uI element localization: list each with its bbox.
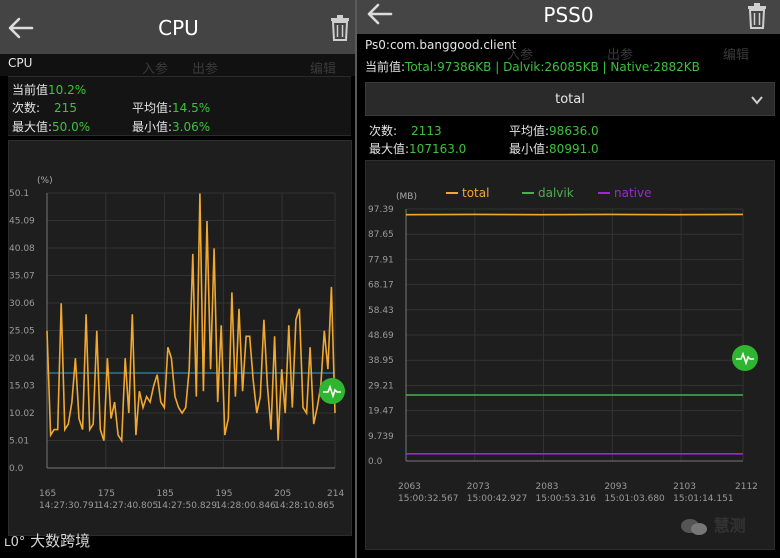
y-tick-label: 10.02	[9, 409, 35, 419]
y-tick-label: 19.47	[368, 407, 394, 417]
x-tick-time: 15:01:14.151	[673, 494, 733, 504]
max-stat: 最大值:50.0%	[12, 120, 91, 134]
ghost-tab-output: 出参	[192, 62, 219, 77]
x-tick-time: 14:28:00.846	[215, 501, 276, 511]
pss-chart[interactable]: (MB) 97.39 87.65 77.91 68.17 58.43 48.69 38.95 2…	[365, 160, 775, 550]
trash-icon[interactable]	[746, 2, 768, 30]
back-arrow-icon[interactable]	[6, 14, 36, 42]
average-stat: 平均值:14.5%	[132, 101, 211, 115]
x-tick-label: 2112	[735, 482, 758, 492]
y-tick-label: 50.1	[9, 189, 29, 199]
x-tick-label: 185	[157, 489, 174, 499]
count-stat: 次数: 2113	[369, 124, 442, 138]
min-stat: 最小值:3.06%	[132, 120, 211, 134]
series-select-value: total	[555, 92, 585, 107]
pss-line-chart: (MB)97.39 87.65 77.91 68.17 58.43 48.69 38.95 2…	[368, 186, 758, 504]
ghost-tab-edit: 编辑	[310, 62, 337, 77]
pulse-icon	[323, 384, 341, 399]
y-tick-label: 30.06	[9, 299, 35, 309]
x-tick-time: 14:27:50.829	[157, 501, 218, 511]
trash-icon[interactable]	[329, 14, 351, 42]
y-tick-label: 58.43	[368, 306, 394, 316]
cpu-line-chart: (%) 50.1 45.09 40.08 35.07 30.06 25.05 20.04 15.…	[9, 176, 344, 511]
metric-subhead: CPU 入参 出参 编辑	[0, 54, 357, 77]
y-tick-label: 5.01	[9, 437, 29, 447]
series-line	[46, 193, 336, 444]
ghost-tab-input: 入参	[142, 62, 169, 77]
watermark-left: ʟ0° 大数跨境	[4, 532, 91, 550]
x-tick-label: 2063	[398, 482, 421, 492]
float-monitor-button[interactable]	[319, 378, 345, 404]
pulse-icon	[736, 351, 754, 366]
cpu-titlebar: CPU	[0, 0, 357, 54]
y-tick-label: 48.69	[368, 331, 394, 341]
pss-titlebar: PSS0	[357, 0, 780, 34]
y-tick-label: 0.0	[9, 464, 24, 474]
y-tick-label: 25.05	[9, 327, 35, 337]
y-tick-label: 35.07	[9, 272, 35, 282]
x-tick-time: 15:01:03.680	[604, 494, 665, 504]
cpu-panel: CPU CPU 入参 出参 编辑 当前值10.2% 次数: 215 平均值:14.…	[0, 0, 357, 558]
max-stat: 最大值:107163.0	[369, 142, 467, 156]
pss-panel: PSS0 入参 出参 编辑 Ps0:com.banggood.client 当前…	[357, 0, 780, 558]
y-tick-label: 40.08	[9, 244, 35, 254]
y-tick-label: 9.739	[368, 432, 394, 442]
float-monitor-button[interactable]	[732, 345, 758, 371]
x-tick-label: 2073	[467, 482, 490, 492]
x-tick-label: 205	[274, 489, 291, 499]
x-tick-label: 2103	[673, 482, 696, 492]
x-tick-time: 14:28:10.865	[274, 501, 334, 511]
legend-label-total: total	[462, 186, 489, 200]
count-stat: 次数: 215	[12, 101, 77, 115]
metric-label: CPU	[8, 56, 33, 70]
y-unit-label: (%)	[37, 176, 53, 186]
y-tick-label: 45.09	[9, 217, 35, 227]
series-select[interactable]: total	[365, 82, 775, 116]
y-tick-label: 87.65	[368, 230, 394, 240]
x-tick-label: 195	[215, 489, 232, 499]
x-tick-time: 15:00:42.927	[467, 494, 527, 504]
page-title: CPU	[158, 16, 199, 40]
ghost-tab-output: 出参	[607, 48, 634, 63]
ghost-tab-input: 入参	[507, 48, 534, 63]
y-tick-label: 38.95	[368, 356, 394, 366]
y-tick-label: 20.04	[9, 354, 35, 364]
x-tick-time: 15:00:32.567	[398, 494, 458, 504]
x-tick-label: 2093	[604, 482, 627, 492]
panel-divider	[355, 0, 358, 558]
x-tick-label: 175	[98, 489, 115, 499]
y-tick-label: 68.17	[368, 281, 394, 291]
ghost-tab-edit: 编辑	[723, 48, 750, 63]
x-tick-label: 165	[39, 489, 56, 499]
current-value-line: 当前值:Total:97386KB | Dalvik:26085KB | Nat…	[365, 60, 700, 74]
min-stat: 最小值:80991.0	[509, 142, 599, 156]
y-tick-label: 15.03	[9, 382, 35, 392]
wechat-icon	[681, 518, 707, 535]
x-tick-label: 2083	[536, 482, 559, 492]
x-tick-time: 14:27:30.791	[39, 501, 99, 511]
x-tick-time: 14:27:40.805	[98, 501, 158, 511]
pss-stats: 次数: 2113 平均值:98636.0 最大值:107163.0 最小值:809…	[365, 118, 774, 158]
y-tick-label: 0.0	[368, 457, 383, 467]
cpu-stats: 当前值10.2% 次数: 215 平均值:14.5% 最大值:50.0% 最小值:…	[8, 76, 351, 136]
legend-label-dalvik: dalvik	[538, 186, 574, 200]
page-title: PSS0	[543, 3, 594, 27]
back-arrow-icon[interactable]	[365, 2, 395, 30]
y-tick-label: 97.39	[368, 205, 394, 215]
package-name: Ps0:com.banggood.client	[365, 38, 517, 52]
current-value-stat: 当前值10.2%	[12, 83, 87, 97]
y-unit-label: (MB)	[396, 192, 417, 202]
y-tick-label: 29.21	[368, 381, 394, 391]
average-stat: 平均值:98636.0	[509, 124, 599, 138]
cpu-chart[interactable]: (%) 50.1 45.09 40.08 35.07 30.06 25.05 20.04 15.…	[8, 140, 352, 536]
x-tick-label: 214	[327, 489, 344, 499]
x-tick-time: 15:00:53.316	[536, 494, 597, 504]
y-tick-label: 77.91	[368, 255, 394, 265]
legend-label-native: native	[614, 186, 651, 200]
chevron-down-icon	[751, 96, 763, 105]
watermark-right: 慧测	[680, 512, 746, 537]
